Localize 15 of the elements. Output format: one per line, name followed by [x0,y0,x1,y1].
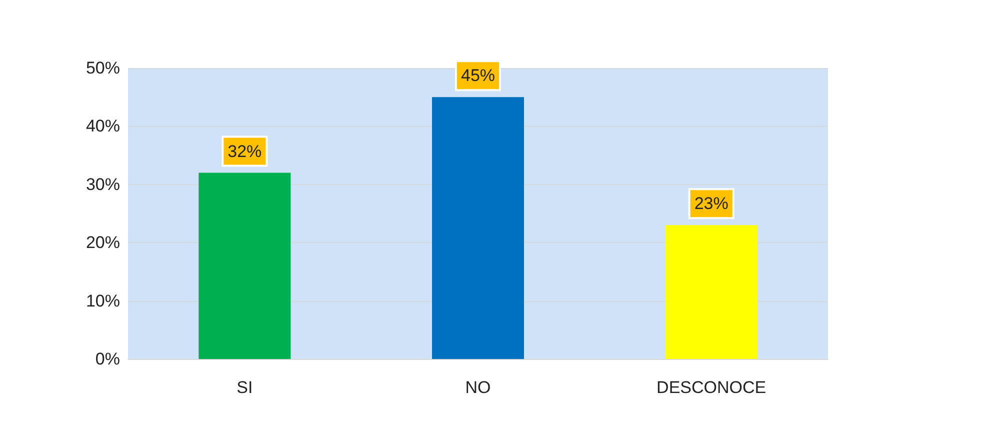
bar [198,172,291,359]
y-tick-label: 20% [86,233,120,252]
y-tick-label: 50% [86,58,120,78]
x-tick-label: DESCONOCE [656,378,766,397]
bar [432,97,524,359]
y-tick-label: 0% [95,350,120,368]
y-tick-label: 30% [86,174,120,194]
data-label: 23% [694,194,728,214]
bar [665,225,758,359]
y-tick-label: 10% [86,291,120,310]
x-tick-label: SI [236,378,253,397]
y-tick-label: 40% [86,116,120,136]
data-label: 32% [228,142,262,161]
x-tick-label: NO [465,378,491,397]
data-label: 45% [460,66,496,86]
